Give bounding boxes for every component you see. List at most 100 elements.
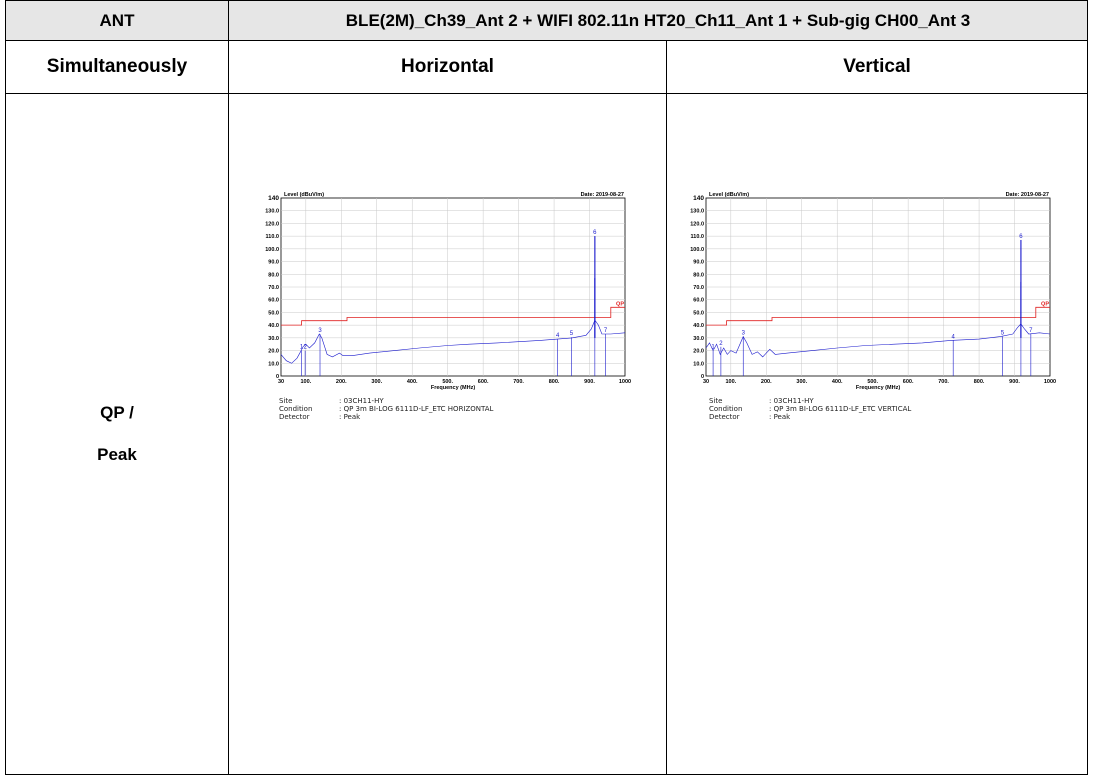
x-tick-label: 1000 [1044, 379, 1056, 385]
site-key: Site [279, 397, 293, 405]
y-tick-label: 90.0 [268, 260, 279, 266]
x-tick-label: 200. [761, 379, 772, 385]
y-tick-label: 10.0 [268, 361, 279, 367]
marker-label: 6 [593, 230, 597, 236]
vertical-plot-cell: 0 10.0 20.0 30.0 40.0 50.0 60.0 70.0 80.0 90.0 100… [665, 93, 1089, 775]
config-header: BLE(2M)_Ch39_Ant 2 + WIFI 802.11n HT20_C… [227, 0, 1089, 41]
y-tick-label: 70.0 [268, 285, 279, 291]
detector-value: : Peak [769, 413, 791, 421]
y-tick-label: 110.0 [266, 234, 279, 240]
x-axis-label: Frequency (MHz) [856, 385, 900, 391]
site-value: : 03CH11-HY [339, 397, 384, 405]
emission-chart-svg: 0 10.0 20.0 30.0 40.0 50.0 60.0 70.0 80.0 90.0 100… [265, 192, 631, 391]
condition-key: Condition [709, 405, 743, 413]
row-label-simultaneously: Simultaneously [5, 40, 229, 94]
x-tick-label: 400. [832, 379, 843, 385]
y-tick-label: 80.0 [693, 272, 704, 278]
x-tick-label: 800. [974, 379, 985, 385]
y-tick-label: 100.0 [690, 247, 704, 253]
marker-label: 1 [711, 345, 715, 351]
y-tick-label: 120.0 [265, 221, 279, 227]
marker-label: 1 [300, 345, 304, 351]
x-tick-label: 500. [867, 379, 878, 385]
vertical-plot-info: Site : 03CH11-HY Condition : QP 3m BI-LOG … [709, 397, 911, 421]
mode-label-peak: Peak [97, 445, 137, 464]
detector-value: : Peak [339, 413, 361, 421]
y-tick-label: 20.0 [693, 349, 704, 355]
mode-label-qp: QP / [100, 403, 134, 422]
condition-key: Condition [279, 405, 313, 413]
measurement-trace [705, 323, 1051, 358]
chart-date: Date: 2019-08-27 [1006, 192, 1049, 198]
emission-report-table: ANT BLE(2M)_Ch39_Ant 2 + WIFI 802.11n HT… [5, 0, 1089, 775]
y-tick-label: 50.0 [268, 310, 279, 316]
y-tick-label: 140 [268, 195, 279, 202]
x-tick-label: 900. [1009, 379, 1020, 385]
x-tick-label: 100. [300, 379, 311, 385]
x-tick-label: 200. [336, 379, 347, 385]
x-tick-label: 300. [371, 379, 382, 385]
marker-label: 3 [318, 328, 322, 334]
col-horizontal-header: Horizontal [228, 40, 667, 94]
site-key: Site [709, 397, 723, 405]
detector-key: Detector [709, 413, 740, 421]
marker-label: 2 [719, 341, 723, 347]
marker-label: 4 [952, 334, 956, 340]
marker-label: 7 [1029, 328, 1033, 334]
qp-limit-line [281, 306, 625, 326]
y-tick-label: 20.0 [268, 349, 279, 355]
x-tick-label: 1000 [619, 379, 631, 385]
x-tick-label: 700. [513, 379, 524, 385]
y-axis-label: Level (dBuV/m) [709, 192, 749, 198]
y-tick-label: 50.0 [693, 310, 704, 316]
y-tick-label: 60.0 [268, 298, 279, 304]
marker-label: 3 [742, 331, 746, 337]
emission-chart-svg: 0 10.0 20.0 30.0 40.0 50.0 60.0 70.0 80.0 90.0 100… [690, 192, 1056, 391]
y-tick-label: 60.0 [693, 298, 704, 304]
x-tick-label: 700. [938, 379, 949, 385]
y-axis-label: Level (dBuV/m) [284, 192, 324, 198]
x-tick-label: 30 [278, 379, 284, 385]
marker-label: 5 [1001, 331, 1005, 337]
y-tick-label: 40.0 [268, 323, 279, 329]
site-value: : 03CH11-HY [769, 397, 814, 405]
detector-key: Detector [279, 413, 310, 421]
x-tick-label: 400. [407, 379, 418, 385]
y-tick-label: 130.0 [265, 209, 279, 215]
measurement-trace [280, 319, 626, 364]
x-tick-label: 600. [478, 379, 489, 385]
condition-value: : QP 3m BI-LOG 6111D-LF_ETC VERTICAL [769, 405, 912, 413]
x-tick-label: 600. [903, 379, 914, 385]
x-tick-label: 500. [442, 379, 453, 385]
plot-row: QP / Peak 0 10.0 20.0 30.0 40.0 50.0 60.0 70.0 8… [5, 93, 1089, 775]
y-tick-label: 130.0 [690, 209, 704, 215]
y-tick-label: 100.0 [265, 247, 279, 253]
marker-label: 7 [604, 328, 608, 334]
qp-limit-label: QP [1041, 301, 1049, 307]
qp-limit-line [706, 306, 1050, 326]
marker-label: 4 [556, 333, 560, 339]
header-row-ant: ANT BLE(2M)_Ch39_Ant 2 + WIFI 802.11n HT… [5, 0, 1089, 41]
y-tick-label: 80.0 [268, 272, 279, 278]
y-tick-label: 110.0 [691, 234, 704, 240]
marker-label: 6 [1019, 234, 1023, 240]
y-tick-label: 70.0 [693, 285, 704, 291]
marker-label: 2 [303, 345, 307, 351]
y-tick-label: 10.0 [693, 361, 704, 367]
vertical-emission-plot: 0 10.0 20.0 30.0 40.0 50.0 60.0 70.0 80.0 90.0 100… [667, 94, 1087, 394]
chart-date: Date: 2019-08-27 [581, 192, 624, 198]
horizontal-emission-plot: 0 10.0 20.0 30.0 40.0 50.0 60.0 70.0 80.0 90.0 100… [229, 94, 649, 394]
y-tick-label: 90.0 [693, 260, 704, 266]
x-axis-label: Frequency (MHz) [431, 385, 475, 391]
col-vertical-header: Vertical [665, 40, 1089, 94]
y-tick-label: 0 [701, 374, 704, 380]
horizontal-plot-cell: 0 10.0 20.0 30.0 40.0 50.0 60.0 70.0 80.0 90.0 100… [228, 93, 667, 775]
mode-cell: QP / Peak [5, 93, 229, 775]
marker-label: 5 [570, 331, 574, 337]
header-row-polarization: Simultaneously Horizontal Vertical [5, 40, 1089, 94]
x-tick-label: 300. [796, 379, 807, 385]
y-tick-label: 0 [276, 374, 279, 380]
y-tick-label: 40.0 [693, 323, 704, 329]
x-tick-label: 800. [549, 379, 560, 385]
x-tick-label: 100. [725, 379, 736, 385]
